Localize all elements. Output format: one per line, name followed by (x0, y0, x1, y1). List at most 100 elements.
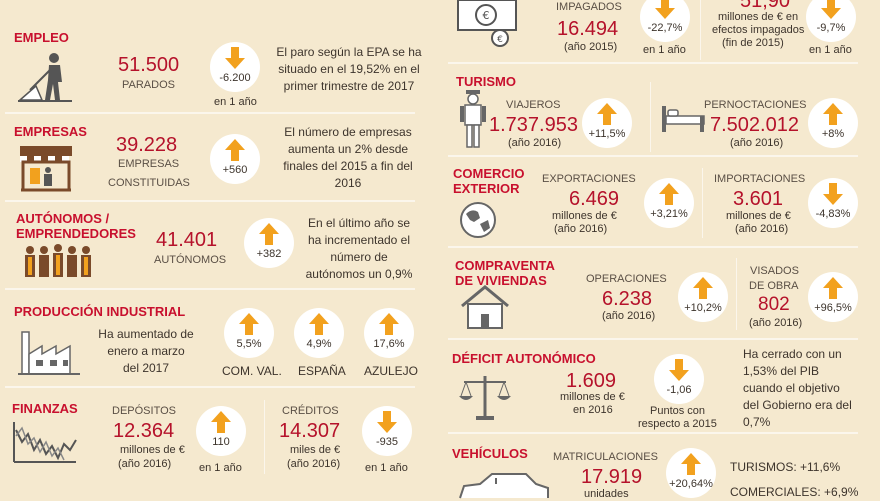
produccion-label: AZULEJO (364, 364, 419, 378)
compraventa-op-badge: +10,2% (678, 272, 728, 322)
deficit-note-1: Puntos con (650, 405, 706, 417)
produccion-title: PRODUCCIÓN INDUSTRIAL (14, 304, 186, 319)
turismo-viajeros-badge: +11,5% (582, 98, 632, 148)
arrow-up-icon (379, 313, 399, 335)
stock-chart-icon (13, 422, 77, 463)
empresas-change: +560 (222, 164, 248, 176)
comercio-exp-unit: millones de € (552, 210, 617, 222)
divider-vertical (264, 400, 265, 474)
compraventa-title-2: DE VIVIENDAS (455, 273, 547, 288)
arrow-up-icon (823, 277, 843, 299)
divider-vertical (650, 82, 651, 152)
deficit-note-2: respecto a 2015 (638, 418, 717, 430)
bed-icon (662, 106, 705, 132)
deficit-change: -1,06 (666, 384, 692, 396)
finanzas-cred-change: -935 (375, 436, 399, 448)
shop-icon (20, 146, 72, 192)
empresas-text: El número de empresas aumenta un 2% desd… (283, 125, 413, 190)
vehiculos-title: VEHÍCULOS (452, 446, 528, 461)
compraventa-vis-label-1: VISADOS (750, 265, 799, 277)
turismo-viajeros-year: (año 2016) (508, 137, 562, 149)
arrow-down-icon (823, 183, 843, 205)
impagados-value: 16.494 (557, 18, 619, 40)
comercio-title-2: EXTERIOR (453, 181, 520, 196)
turismo-viajeros-change: +11,5% (588, 128, 626, 140)
divider (5, 288, 415, 290)
turismo-pernoctaciones-label: PERNOCTACIONES (704, 99, 807, 111)
arrow-down-icon (225, 47, 245, 69)
arrow-up-icon (309, 313, 329, 335)
comercio-imp-badge: -4,83% (808, 178, 858, 228)
produccion-label: ESPAÑA (298, 364, 346, 378)
turismo-viajeros-value: 1.737.953 (489, 114, 578, 136)
divider-vertical (700, 0, 701, 60)
deficit-unit-1: millones de € (560, 391, 625, 403)
autonomos-text: En el último año se ha incrementado el n… (305, 216, 413, 281)
produccion-value: 5,5% (236, 338, 262, 350)
divider (448, 62, 858, 64)
bill-euro-icon: € € (457, 0, 517, 47)
arrow-down-icon (655, 0, 675, 19)
autonomos-value: 41.401 (156, 229, 218, 251)
deficit-title: DÉFICIT AUTONÓMICO (452, 351, 596, 366)
finanzas-cred-value: 14.307 (279, 420, 341, 442)
impagados-change2-badge: -9,7% (806, 0, 856, 42)
compraventa-vis-value: 802 (758, 294, 790, 315)
arrow-up-icon (597, 103, 617, 125)
impagados-change: -22,7% (647, 22, 683, 34)
impagados-period: en 1 año (643, 44, 686, 56)
arrow-up-icon (211, 411, 231, 433)
empresas-label-2: CONSTITUIDAS (108, 177, 190, 189)
compraventa-op-value: 6.238 (602, 288, 653, 310)
produccion-text: Ha aumentado de enero a marzo del 2017 (98, 327, 194, 375)
comercio-imp-value: 3.601 (733, 188, 784, 210)
deficit-change-badge: -1,06 (654, 354, 704, 404)
arrow-up-icon (239, 313, 259, 335)
impagados-change-2: -9,7% (816, 22, 846, 34)
empleo-label: PARADOS (122, 79, 175, 91)
empleo-text: El paro según la EPA se ha situado en el… (276, 45, 422, 93)
autonomos-label: AUTÓNOMOS (154, 254, 227, 266)
divider (448, 155, 858, 157)
impagados-year: (año 2015) (564, 41, 618, 53)
produccion-label: COM. VAL. (222, 364, 282, 378)
impagados-change-badge: -22,7% (640, 0, 690, 42)
autonomos-change: +382 (256, 248, 282, 260)
tourist-icon (460, 90, 486, 148)
empresas-change-badge: +560 (210, 134, 260, 184)
produccion-badge-comval: 5,5% (224, 308, 274, 358)
impagados-unit2-1: millones de € en (718, 11, 799, 23)
finanzas-dep-badge: 110 (196, 406, 246, 456)
finanzas-dep-change: 110 (212, 436, 230, 448)
empleo-period: en 1 año (214, 96, 257, 108)
finanzas-cred-period: en 1 año (365, 462, 408, 474)
compraventa-vis-badge: +96,5% (808, 272, 858, 322)
empresas-label-1: EMPRESAS (118, 158, 180, 170)
turismo-viajeros-label: VIAJEROS (506, 99, 561, 111)
comercio-exp-change: +3,21% (650, 208, 688, 220)
impagados-unit2-3: (fin de 2015) (722, 37, 784, 49)
arrow-up-icon (259, 223, 279, 245)
divider (448, 432, 858, 434)
arrow-down-icon (821, 0, 841, 19)
compraventa-title-1: COMPRAVENTA (455, 258, 555, 273)
arrow-up-icon (693, 277, 713, 299)
svg-text:€: € (497, 35, 503, 45)
divider (5, 386, 415, 388)
deficit-value: 1.609 (566, 370, 617, 392)
deficit-text: Ha cerrado con un 1,53% del PIB cuando e… (743, 347, 852, 429)
comercio-imp-change: -4,83% (815, 208, 851, 220)
impagados-value-2: 51,90 (740, 0, 791, 12)
divider (5, 200, 415, 202)
finanzas-cred-label: CRÉDITOS (282, 405, 339, 417)
comercio-exp-year: (año 2016) (554, 223, 608, 235)
divider-vertical (702, 168, 703, 238)
vehiculos-turismos: TURISMOS: +11,6% (730, 460, 841, 474)
divider (5, 112, 415, 114)
comercio-imp-year: (año 2016) (735, 223, 789, 235)
empresas-value: 39.228 (116, 134, 178, 156)
finanzas-cred-badge: -935 (362, 406, 412, 456)
worker-shovel-icon (18, 53, 72, 102)
arrow-up-icon (225, 139, 245, 161)
finanzas-dep-unit: millones de € (120, 444, 185, 456)
